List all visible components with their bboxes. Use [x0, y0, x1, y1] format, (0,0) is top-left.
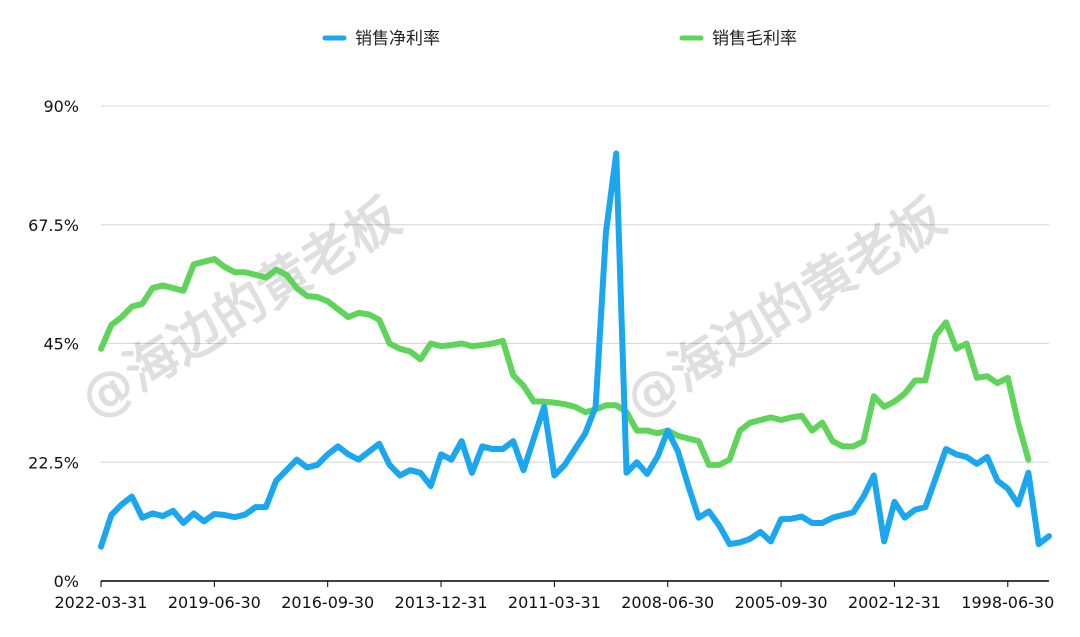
x-tick-label: 2013-12-31 [395, 593, 488, 612]
x-tick-label: 2008-06-30 [621, 593, 714, 612]
axis-layer: 0% 22.5% 45% 67.5% 90% 2022-03-31 2019-06-30 20… [28, 97, 1054, 612]
x-tick-label: 2005-09-30 [735, 593, 828, 612]
y-tick-label: 22.5% [28, 453, 79, 472]
series-line-gross-margin [98, 256, 1032, 468]
series-layer [98, 150, 1052, 550]
watermark-left: @海边的黄老板 [70, 187, 410, 431]
x-tick-label: 2016-09-30 [281, 593, 374, 612]
x-tick-label: 2019-06-30 [168, 593, 261, 612]
x-tick-label: 1998-06-30 [961, 593, 1054, 612]
y-tick-label: 90% [43, 97, 79, 116]
y-tick-label: 67.5% [28, 216, 79, 235]
y-tick-label: 0% [54, 572, 79, 591]
legend: 销售净利率 销售毛利率 [322, 29, 797, 49]
x-tick-label: 2011-03-31 [508, 593, 601, 612]
y-tick-label: 45% [43, 335, 79, 354]
grid-layer [101, 105, 1049, 463]
x-tick-label: 2002-12-31 [848, 593, 941, 612]
legend-label-net-margin: 销售净利率 [355, 29, 440, 49]
x-tick-label: 2022-03-31 [55, 593, 148, 612]
series-line-net-margin [98, 150, 1052, 550]
watermark-layer: @海边的黄老板 @海边的黄老板 [70, 187, 955, 431]
legend-label-gross-margin: 销售毛利率 [712, 29, 797, 49]
